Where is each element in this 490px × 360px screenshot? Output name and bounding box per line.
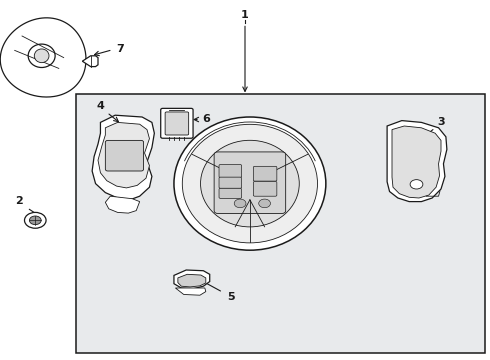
FancyBboxPatch shape bbox=[219, 177, 242, 188]
Text: 4: 4 bbox=[97, 101, 104, 111]
Polygon shape bbox=[92, 115, 154, 200]
FancyBboxPatch shape bbox=[219, 165, 242, 177]
Polygon shape bbox=[105, 196, 140, 213]
FancyBboxPatch shape bbox=[219, 188, 242, 198]
Text: 2: 2 bbox=[15, 195, 23, 206]
FancyBboxPatch shape bbox=[161, 108, 193, 138]
Text: 5: 5 bbox=[227, 292, 235, 302]
Polygon shape bbox=[174, 270, 210, 289]
Circle shape bbox=[24, 212, 46, 228]
Text: 6: 6 bbox=[202, 114, 210, 124]
Ellipse shape bbox=[182, 124, 318, 243]
Ellipse shape bbox=[174, 117, 326, 250]
FancyBboxPatch shape bbox=[165, 112, 189, 135]
Text: 3: 3 bbox=[437, 117, 445, 127]
Ellipse shape bbox=[28, 44, 55, 68]
Text: 1: 1 bbox=[241, 10, 249, 20]
Ellipse shape bbox=[200, 140, 299, 227]
FancyBboxPatch shape bbox=[105, 140, 144, 171]
Circle shape bbox=[259, 199, 270, 208]
Polygon shape bbox=[82, 56, 98, 67]
Polygon shape bbox=[387, 121, 447, 202]
Polygon shape bbox=[178, 274, 206, 287]
Polygon shape bbox=[0, 18, 86, 97]
FancyBboxPatch shape bbox=[253, 181, 277, 196]
Polygon shape bbox=[175, 288, 206, 295]
Circle shape bbox=[410, 180, 423, 189]
Polygon shape bbox=[98, 122, 149, 188]
FancyBboxPatch shape bbox=[253, 166, 277, 181]
Text: 7: 7 bbox=[116, 44, 124, 54]
Circle shape bbox=[234, 199, 246, 208]
Bar bbox=[76, 94, 485, 353]
FancyBboxPatch shape bbox=[214, 152, 286, 213]
Polygon shape bbox=[392, 126, 441, 198]
Circle shape bbox=[29, 216, 41, 225]
Ellipse shape bbox=[34, 49, 49, 63]
